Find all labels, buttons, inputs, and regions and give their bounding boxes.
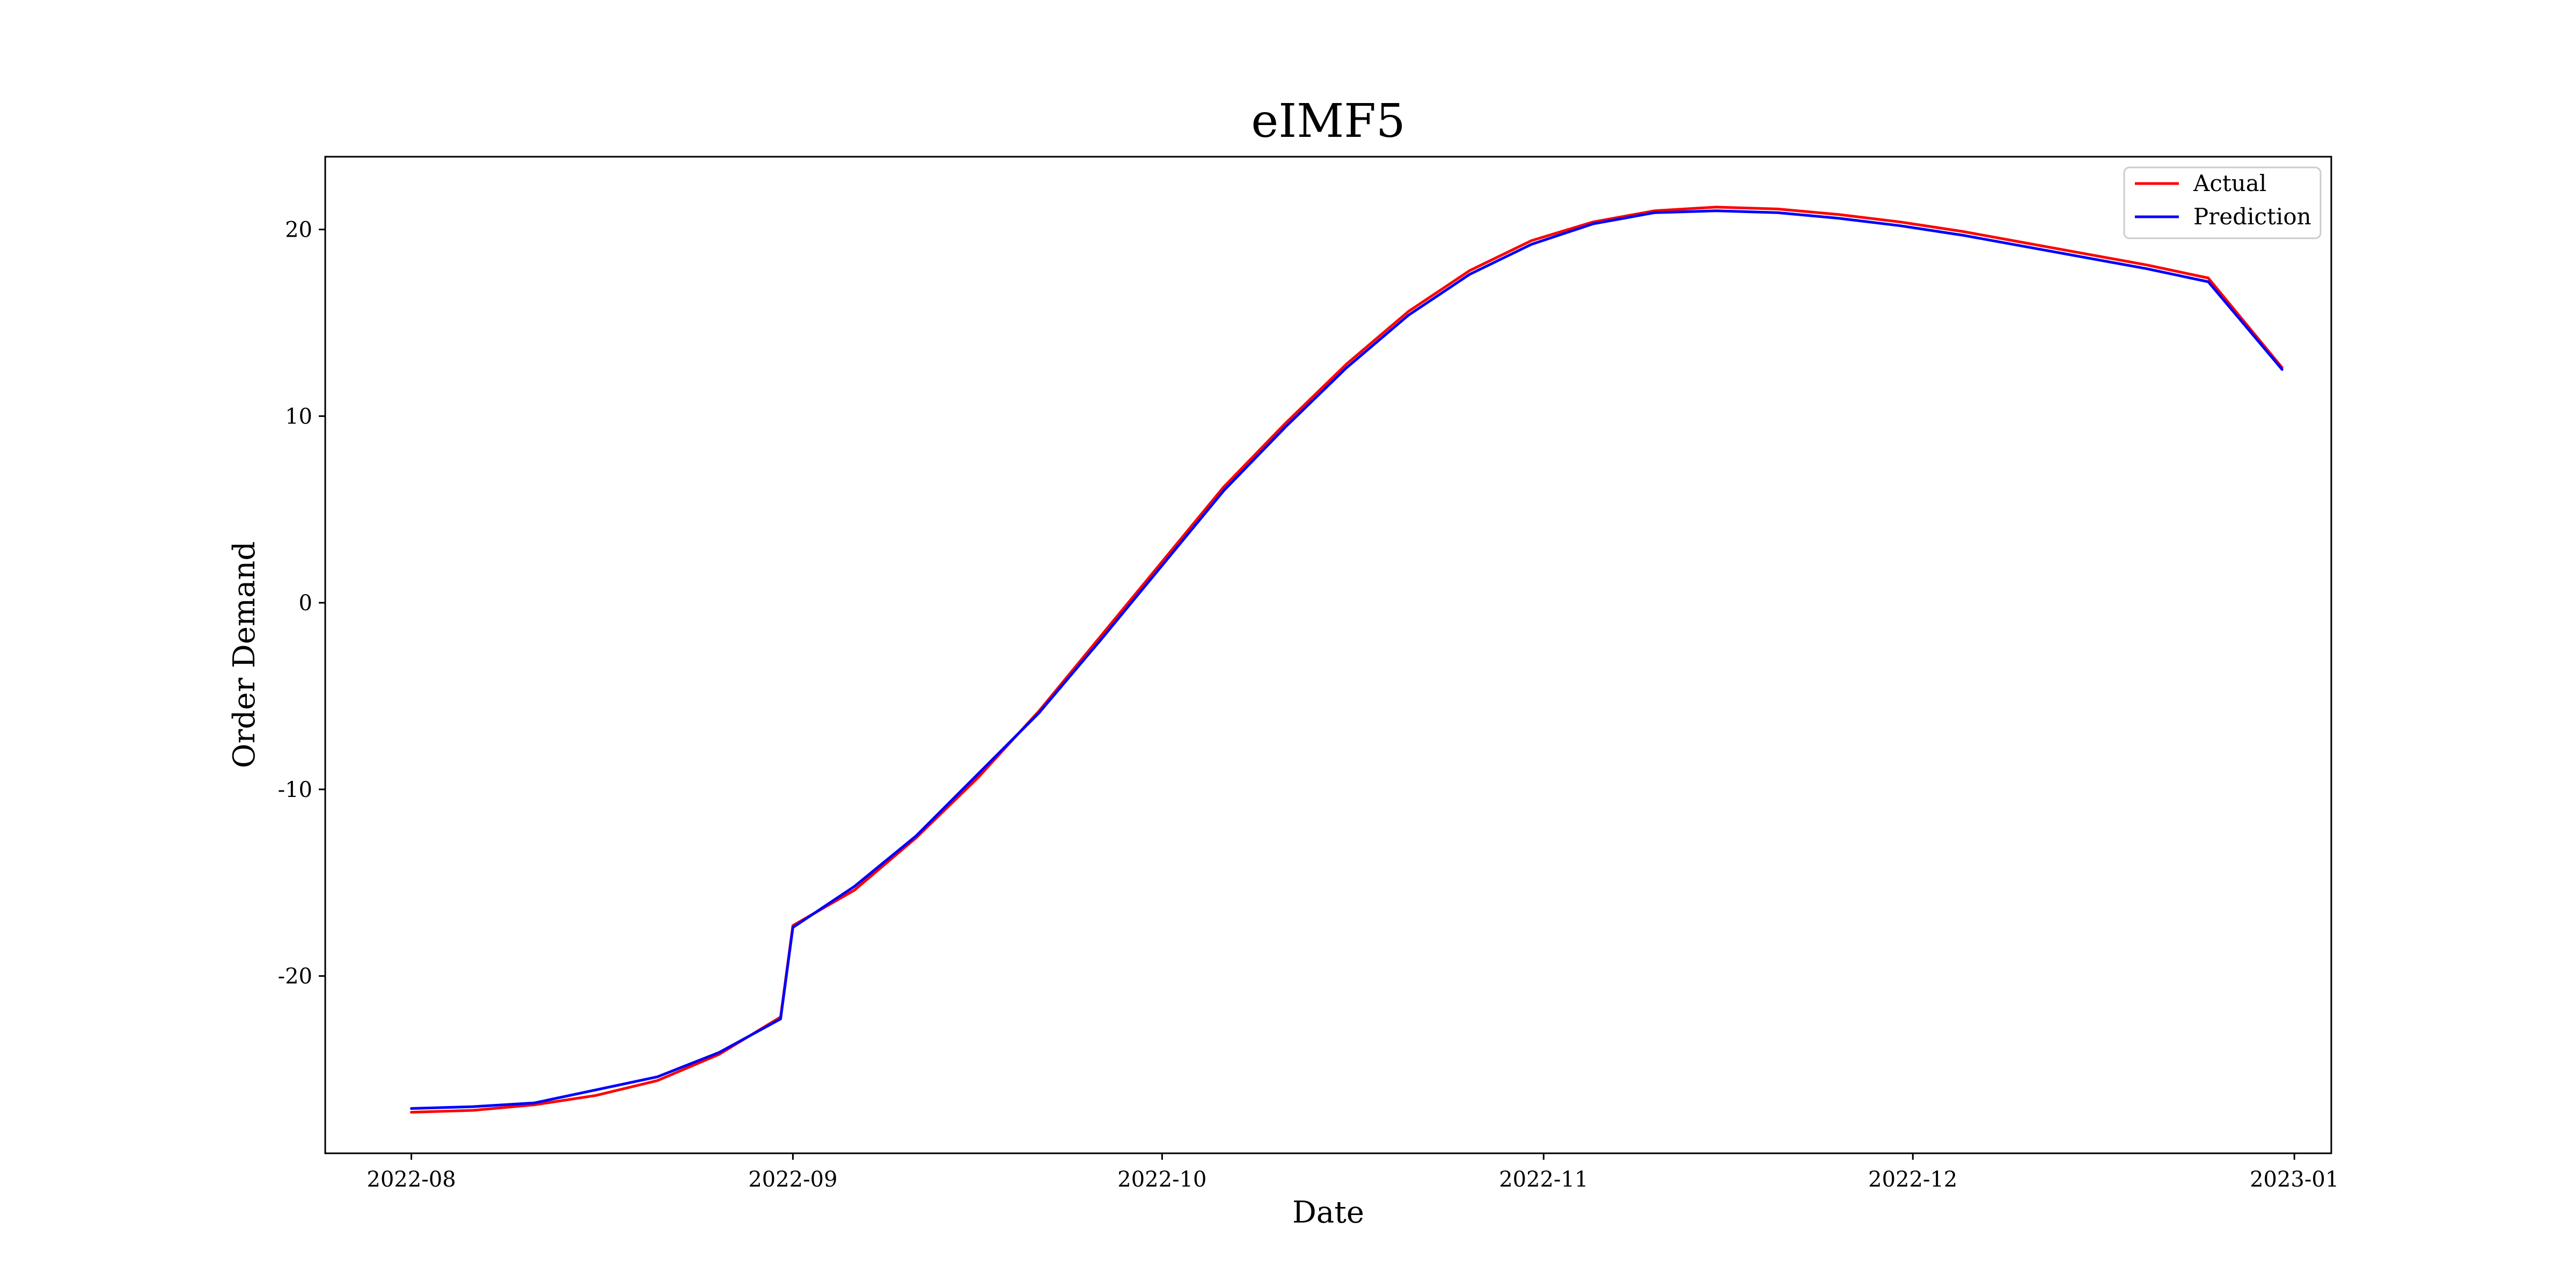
x-tick-label: 2022-10 (1117, 1167, 1206, 1192)
y-tick-label: 10 (285, 404, 312, 429)
y-tick: 0 (299, 591, 325, 616)
chart-title: eIMF5 (1251, 94, 1405, 148)
plot-area: -20 -10 0 10 20 2022-08 2022-09 2022-10 2022-11… (278, 156, 2339, 1192)
x-tick: 2023-01 (2250, 1153, 2339, 1192)
x-axis-ticks: 2022-08 2022-09 2022-10 2022-11 2022-12 2023-… (367, 1153, 2339, 1192)
y-tick: 10 (285, 404, 325, 429)
series-line-actual (410, 206, 2284, 1114)
x-tick: 2022-08 (367, 1153, 456, 1192)
x-tick: 2022-09 (748, 1153, 838, 1192)
x-tick-label: 2022-08 (367, 1167, 456, 1192)
x-axis-label: Date (1292, 1195, 1364, 1230)
legend: Actual Prediction (2123, 166, 2322, 239)
legend-label-actual: Actual (2193, 170, 2266, 196)
series-layer (410, 206, 2284, 1114)
x-tick-label: 2022-11 (1499, 1167, 1588, 1192)
y-tick: -10 (278, 778, 325, 802)
x-tick-label: 2022-09 (748, 1167, 837, 1192)
x-tick-label: 2022-12 (1868, 1167, 1957, 1192)
y-axis-label: Order Demand (227, 541, 262, 769)
legend-label-prediction: Prediction (2193, 203, 2311, 230)
y-tick-label: 0 (299, 591, 312, 616)
axes-frame (324, 156, 2332, 1154)
y-tick: -20 (278, 964, 325, 989)
x-tick-label: 2023-01 (2250, 1167, 2339, 1192)
y-tick-label: -20 (278, 964, 312, 989)
y-axis-ticks: -20 -10 0 10 20 (278, 218, 325, 989)
y-tick: 20 (285, 218, 325, 243)
series-line-prediction (410, 209, 2284, 1110)
y-tick-label: -10 (278, 778, 312, 802)
legend-box (2123, 166, 2322, 239)
x-tick: 2022-12 (1868, 1153, 1957, 1192)
y-tick-label: 20 (285, 218, 312, 243)
x-tick: 2022-10 (1117, 1153, 1207, 1192)
x-tick: 2022-11 (1499, 1153, 1588, 1192)
